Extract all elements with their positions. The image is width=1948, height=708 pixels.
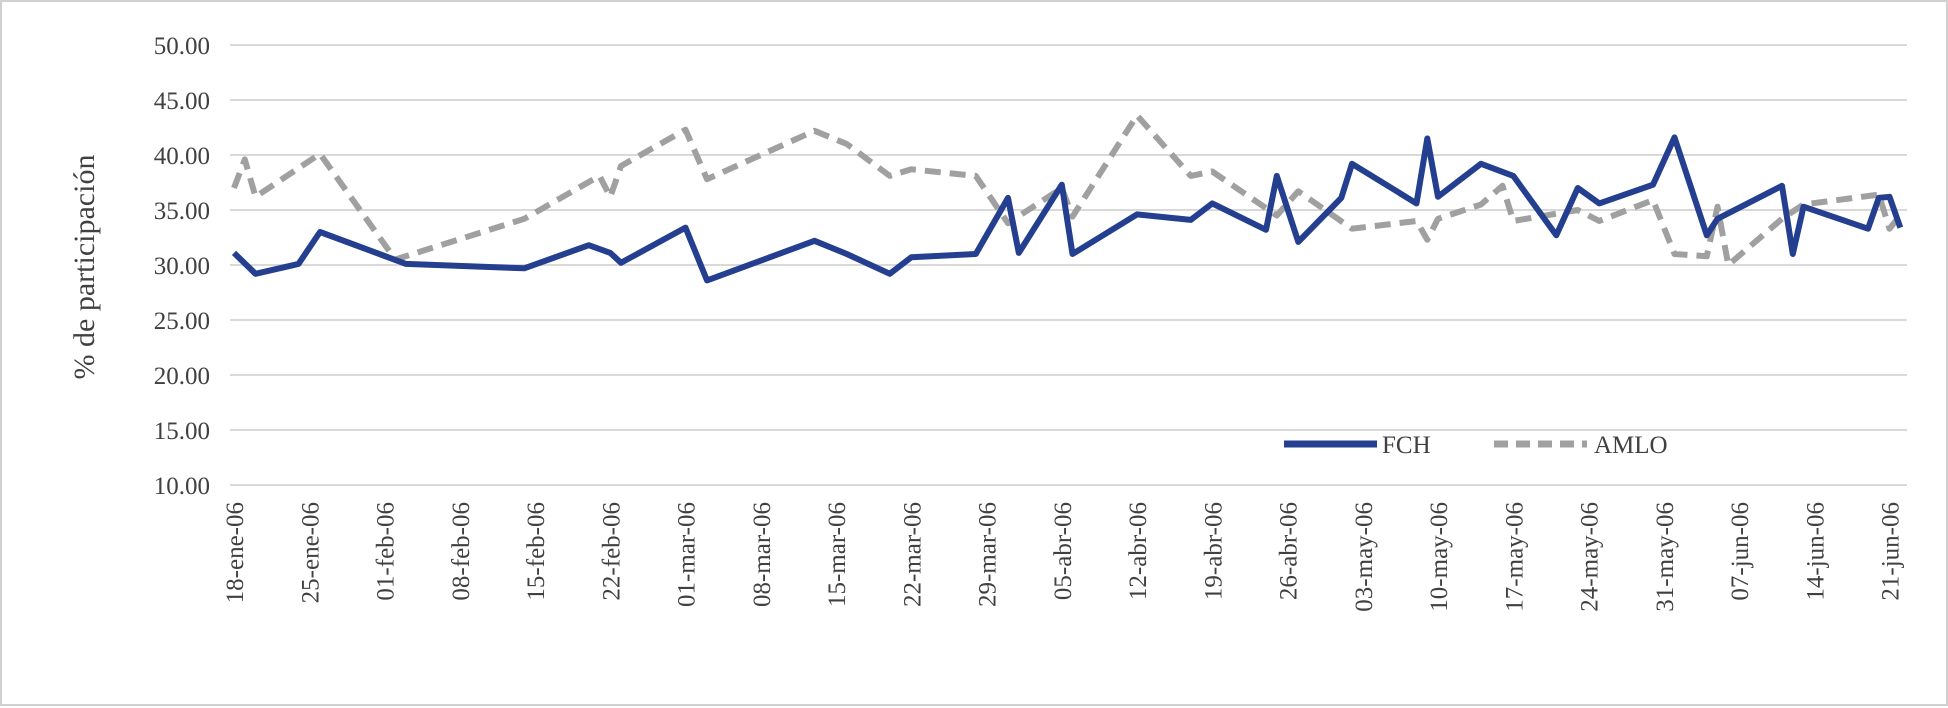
y-tick-label: 50.00 <box>154 33 210 60</box>
x-tick-label: 03-may-06 <box>1351 502 1378 612</box>
y-tick-label: 10.00 <box>154 473 210 500</box>
x-tick-label: 01-feb-06 <box>373 502 400 601</box>
x-tick-label: 17-may-06 <box>1501 502 1528 612</box>
x-tick-label: 12-abr-06 <box>1125 502 1152 600</box>
y-tick-label: 30.00 <box>154 253 210 280</box>
y-tick-label: 15.00 <box>154 418 210 445</box>
x-axis-ticks: 18-ene-06 25-ene-06 01-feb-06 08-feb-06 15-f… <box>222 502 1905 612</box>
x-tick-label: 22-feb-06 <box>598 502 625 601</box>
x-tick-label: 24-may-06 <box>1577 502 1604 612</box>
y-axis-ticks: 10.00 15.00 20.00 25.00 30.00 35.00 40.00 45.00… <box>154 33 210 500</box>
y-tick-label: 25.00 <box>154 308 210 335</box>
x-tick-label: 21-jun-06 <box>1878 502 1905 601</box>
x-tick-label: 22-mar-06 <box>899 502 926 607</box>
y-tick-label: 45.00 <box>154 88 210 115</box>
x-tick-label: 25-ene-06 <box>297 502 324 603</box>
x-tick-label: 05-abr-06 <box>1050 502 1077 600</box>
x-tick-label: 07-jun-06 <box>1727 502 1754 601</box>
x-tick-label: 29-mar-06 <box>975 502 1002 607</box>
x-tick-label: 26-abr-06 <box>1276 502 1303 600</box>
series-lines <box>234 115 1900 280</box>
x-tick-label: 19-abr-06 <box>1200 502 1227 600</box>
legend-amlo-label: AMLO <box>1594 432 1668 459</box>
legend: FCH AMLO <box>1284 432 1668 459</box>
x-tick-label: 18-ene-06 <box>222 502 249 603</box>
x-tick-label: 15-mar-06 <box>824 502 851 607</box>
x-tick-label: 01-mar-06 <box>674 502 701 607</box>
y-tick-label: 35.00 <box>154 198 210 225</box>
y-tick-label: 40.00 <box>154 143 210 170</box>
x-tick-label: 15-feb-06 <box>523 502 550 601</box>
x-tick-label: 10-may-06 <box>1426 502 1453 612</box>
series-line-amlo <box>234 115 1900 265</box>
legend-fch-label: FCH <box>1382 432 1431 459</box>
x-tick-label: 14-jun-06 <box>1802 502 1829 601</box>
y-axis-label: % de participación <box>68 155 101 380</box>
x-tick-label: 31-may-06 <box>1652 502 1679 612</box>
x-tick-label: 08-feb-06 <box>448 502 475 601</box>
series-line-fch <box>234 137 1900 280</box>
x-tick-label: 08-mar-06 <box>749 502 776 607</box>
y-tick-label: 20.00 <box>154 363 210 390</box>
